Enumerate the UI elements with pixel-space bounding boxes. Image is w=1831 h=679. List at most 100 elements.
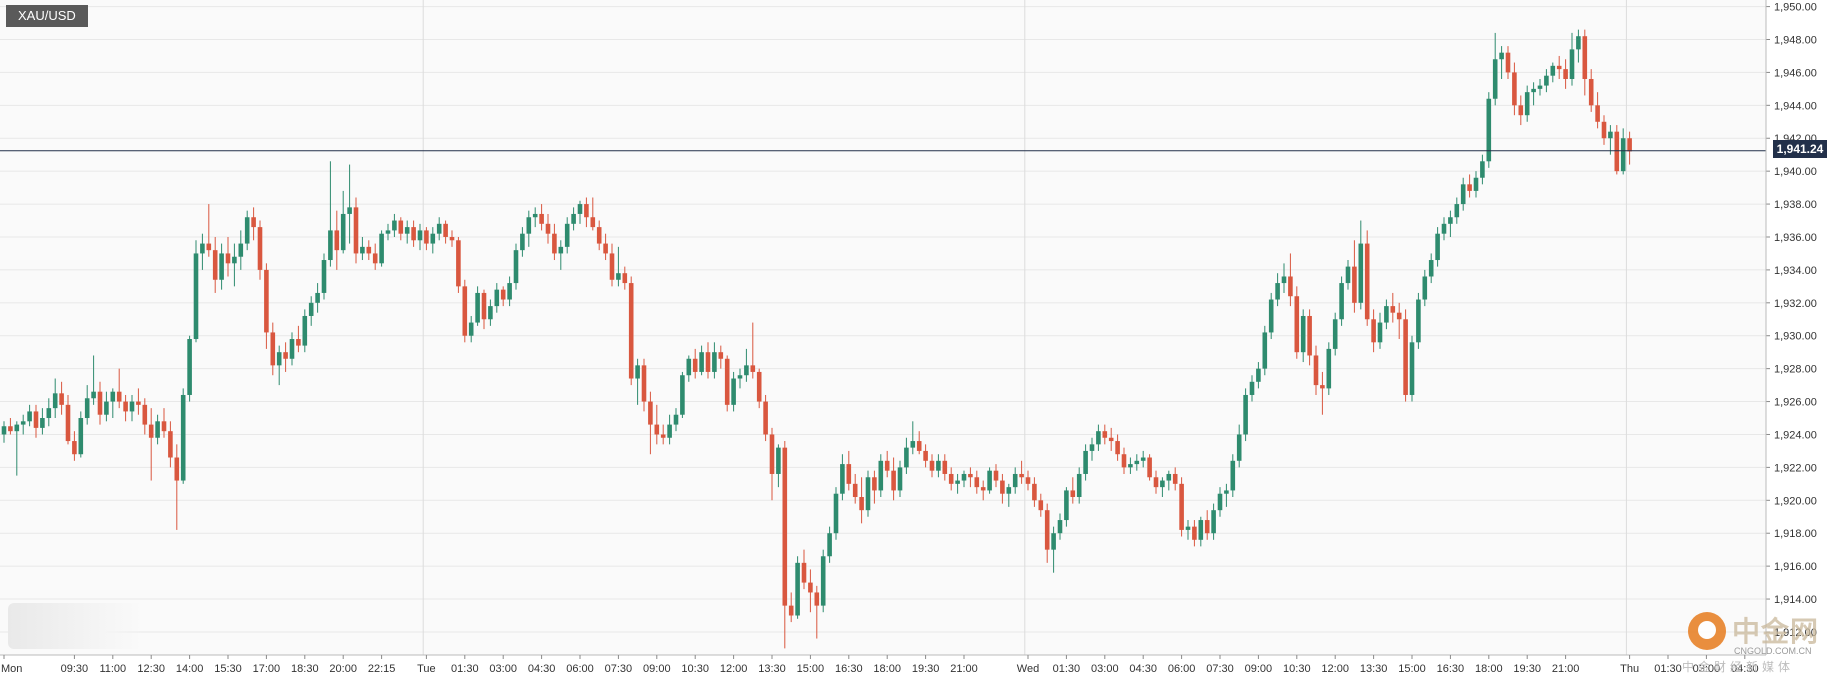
candle (449, 230, 455, 247)
candle (1096, 424, 1101, 451)
candle-body (110, 391, 116, 402)
candle (1448, 210, 1453, 237)
candle (1512, 62, 1517, 116)
blurred-overlay (8, 603, 143, 649)
candle-body (257, 227, 263, 270)
candle (1313, 345, 1319, 395)
candle (1211, 503, 1216, 540)
candle-body (123, 401, 128, 412)
candle (1198, 516, 1204, 547)
candle-body (763, 401, 768, 435)
candle (1595, 92, 1600, 129)
candle-body (78, 418, 84, 455)
candle (1038, 493, 1044, 517)
candle (193, 240, 199, 343)
candle (1204, 510, 1210, 540)
price-axis: 1,912.00 1,914.00 1,916.00 1,918.00 1,920.00… (0, 0, 1817, 656)
candle (40, 408, 45, 435)
candle-body (366, 246, 372, 254)
candle-body (1550, 65, 1556, 76)
candle (302, 309, 308, 353)
candle-body (1416, 299, 1421, 343)
candle-body (187, 339, 192, 395)
candle (1428, 253, 1434, 284)
candle-body (436, 223, 442, 234)
candle-body (1198, 520, 1204, 540)
symbol-badge[interactable]: XAU/USD (6, 5, 88, 27)
candle (782, 441, 788, 649)
candle (756, 368, 762, 409)
candle (424, 227, 429, 251)
candle (238, 230, 244, 270)
candle-body (558, 246, 564, 254)
candle (289, 332, 295, 366)
candle (110, 388, 116, 419)
candle (46, 398, 52, 427)
candle (1608, 125, 1613, 155)
candle-body (1153, 477, 1159, 488)
candle-body (1096, 431, 1101, 445)
candle-body (219, 253, 224, 280)
candle-body (846, 464, 852, 484)
candle (1025, 470, 1031, 491)
candle (72, 431, 77, 461)
candle (1019, 460, 1024, 484)
candle (430, 227, 436, 254)
candle (308, 296, 314, 326)
candle-body (392, 220, 397, 231)
candle-body (193, 253, 199, 340)
candle (1563, 59, 1568, 89)
candle (852, 473, 858, 504)
candle (1550, 62, 1556, 83)
candle-body (1563, 69, 1568, 79)
candle (1057, 513, 1063, 540)
x-tick-label: 09:00 (643, 663, 671, 675)
candle (865, 470, 871, 517)
candle-body (462, 286, 468, 336)
candle-body (404, 227, 410, 234)
candle-body (814, 592, 820, 606)
candle (763, 394, 768, 442)
candle (923, 444, 928, 468)
candle (1294, 286, 1300, 359)
x-tick-label: 04:30 (1129, 663, 1157, 675)
x-tick-label: Thu (1620, 663, 1639, 675)
candle (129, 394, 135, 422)
candle (1300, 309, 1306, 363)
candle-body (577, 204, 583, 214)
candle (1307, 309, 1312, 366)
y-tick-label: 1,912.00 (1774, 627, 1817, 639)
candle (635, 358, 640, 405)
candle-body (1601, 121, 1607, 139)
candle (404, 220, 410, 244)
candle (1147, 454, 1152, 481)
candle (321, 253, 327, 300)
x-tick-label: 07:30 (605, 663, 633, 675)
candle (353, 197, 359, 264)
candle-body (116, 391, 122, 402)
candle (97, 381, 103, 425)
candle-body (916, 441, 922, 451)
candle (590, 197, 596, 231)
candle (1582, 29, 1588, 96)
x-tick-label: 06:00 (566, 663, 594, 675)
candle-body (1089, 444, 1095, 451)
candle (398, 217, 404, 241)
x-tick-label: Mon (1, 663, 22, 675)
candle-body (1428, 260, 1434, 277)
candle (654, 404, 660, 445)
candle-body (680, 375, 685, 415)
candle-body (756, 371, 762, 402)
y-tick-label: 1,918.00 (1774, 528, 1817, 540)
y-tick-label: 1,916.00 (1774, 561, 1817, 573)
candle-body (1057, 520, 1063, 534)
x-tick-label: 07:30 (1206, 663, 1234, 675)
candle-body (46, 408, 52, 419)
candle (1089, 437, 1095, 461)
candle-body (136, 401, 141, 405)
y-tick-label: 1,936.00 (1774, 232, 1817, 244)
candle (500, 286, 506, 307)
candle (257, 220, 263, 280)
candle (884, 450, 890, 478)
candle (1275, 273, 1280, 307)
